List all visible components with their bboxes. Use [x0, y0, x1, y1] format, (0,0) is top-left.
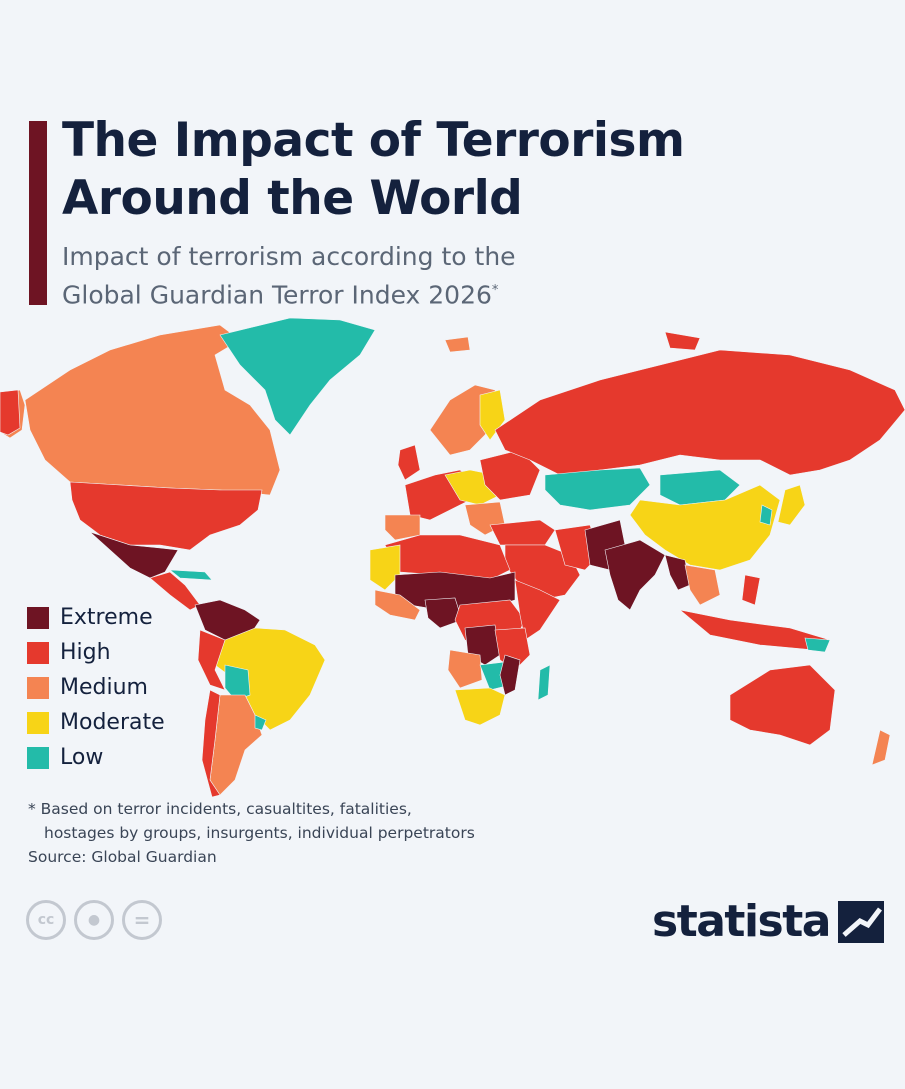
region-usa	[69, 481, 263, 551]
region-png	[804, 637, 831, 653]
world-map	[0, 317, 905, 798]
region-uruguay	[254, 714, 267, 731]
legend-swatch-low	[27, 746, 49, 769]
legend-swatch-extreme	[27, 606, 49, 629]
legend-swatch-high	[27, 641, 49, 664]
region-myanmar	[664, 554, 691, 591]
region-australia	[729, 664, 836, 746]
region-west-africa-north	[369, 544, 401, 591]
region-philippines	[741, 574, 761, 606]
license-icons: cc ● =	[26, 900, 162, 940]
brand-name: statista	[652, 896, 831, 947]
legend-label-moderate: Moderate	[60, 710, 165, 735]
region-west-africa-coast	[374, 589, 421, 621]
region-nigeria	[424, 597, 463, 629]
region-colombia-venezuela	[194, 599, 261, 641]
cc-icon[interactable]: cc	[26, 900, 66, 940]
region-cuba	[169, 569, 213, 581]
region-russia-islands	[664, 331, 701, 351]
title-line-1: The Impact of Terrorism	[62, 113, 685, 168]
accent-bar	[29, 121, 47, 305]
legend-label-extreme: Extreme	[60, 605, 153, 630]
region-mexico	[89, 531, 179, 579]
region-alaska-tip	[0, 389, 21, 436]
title-line-2: Around the World	[62, 171, 523, 226]
region-horn-africa	[514, 579, 561, 641]
legend: Extreme High Medium Moderate Low	[27, 600, 237, 775]
person-icon[interactable]: ●	[74, 900, 114, 940]
legend-label-medium: Medium	[60, 675, 148, 700]
region-kazakhstan	[544, 467, 651, 511]
region-china	[629, 484, 781, 571]
region-japan	[777, 484, 806, 526]
legend-label-high: High	[60, 640, 111, 665]
region-india	[604, 539, 666, 611]
legend-swatch-moderate	[27, 711, 49, 734]
region-chile	[201, 689, 221, 798]
region-uk	[397, 444, 421, 481]
region-peru	[197, 629, 226, 691]
region-turkey	[489, 519, 556, 546]
legend-item-low: Low	[27, 740, 237, 775]
region-southeast-asia	[684, 564, 721, 606]
legend-item-moderate: Moderate	[27, 705, 237, 740]
legend-label-low: Low	[60, 745, 104, 770]
region-angola	[447, 649, 483, 689]
region-new-zealand	[871, 729, 891, 766]
statista-mark-icon	[837, 900, 884, 943]
page-title: The Impact of Terrorism Around the World	[62, 112, 782, 228]
legend-item-high: High	[27, 635, 237, 670]
source-text: Source: Global Guardian	[28, 848, 217, 866]
legend-item-extreme: Extreme	[27, 600, 237, 635]
region-madagascar	[537, 664, 551, 701]
subtitle-line-1: Impact of terrorism according to the	[62, 242, 516, 271]
footnote: * Based on terror incidents, casualtites…	[28, 797, 548, 845]
region-iceland	[444, 336, 471, 353]
region-north-africa	[384, 534, 511, 581]
region-iberia	[384, 514, 421, 541]
region-greenland	[219, 317, 376, 436]
region-southern-africa	[454, 687, 506, 726]
legend-swatch-medium	[27, 676, 49, 699]
region-russia	[494, 349, 905, 476]
subtitle: Impact of terrorism according to the Glo…	[62, 240, 782, 312]
region-mozambique	[499, 654, 521, 696]
region-korea	[759, 504, 773, 526]
footnote-line-1: * Based on terror incidents, casualtites…	[28, 800, 412, 818]
legend-item-medium: Medium	[27, 670, 237, 705]
subtitle-line-2: Global Guardian Terror Index 2026*	[62, 280, 499, 310]
equals-icon[interactable]: =	[122, 900, 162, 940]
statista-logo[interactable]: statista	[652, 896, 884, 947]
footnote-line-2: hostages by groups, insurgents, individu…	[44, 824, 475, 842]
